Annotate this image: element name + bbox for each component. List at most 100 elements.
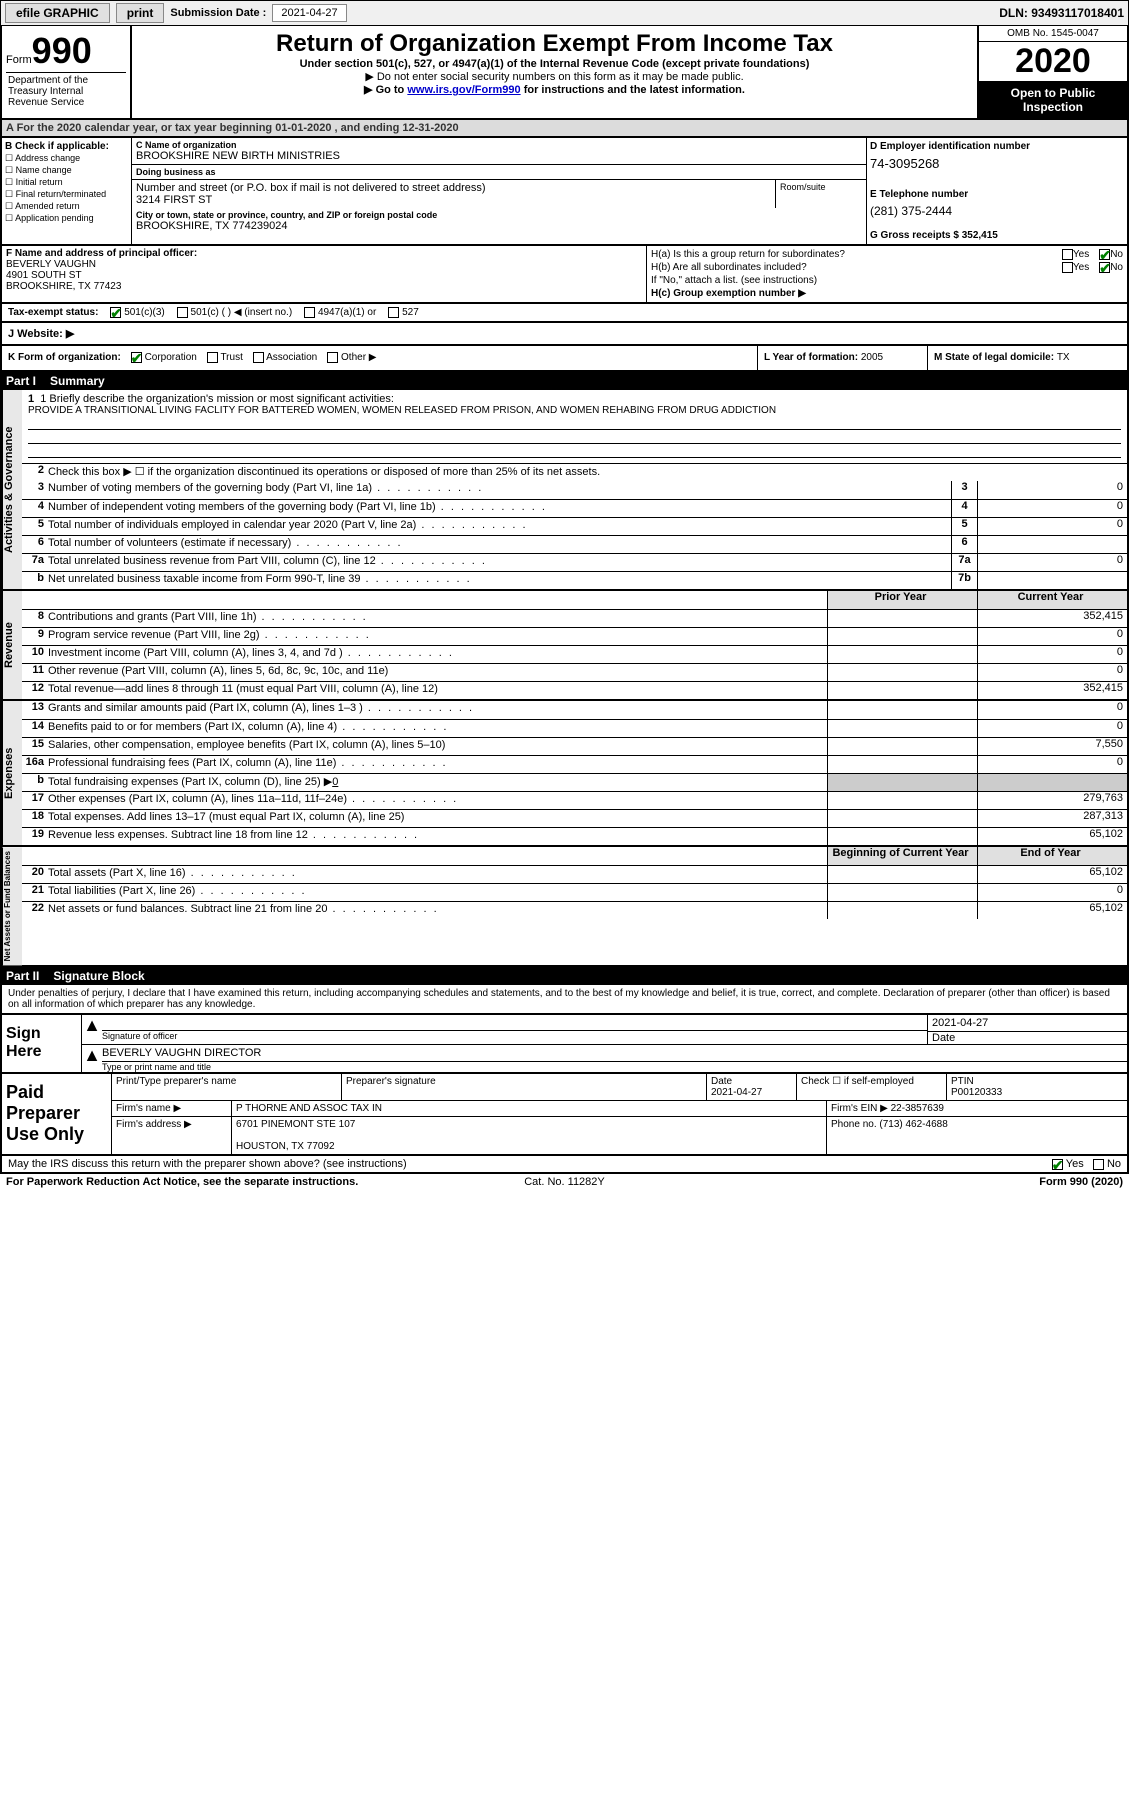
check-amended-return[interactable]: ☐ Amended return	[5, 201, 128, 212]
tax-exempt-status-row: Tax-exempt status: 501(c)(3) 501(c) ( ) …	[0, 304, 1129, 323]
check-address-change[interactable]: ☐ Address change	[5, 153, 128, 164]
preparer-block: Paid Preparer Use Only Print/Type prepar…	[0, 1074, 1129, 1156]
val-7a: 0	[977, 554, 1127, 571]
val-5: 0	[977, 518, 1127, 535]
period-row: A For the 2020 calendar year, or tax yea…	[0, 120, 1129, 138]
status-527[interactable]	[388, 307, 399, 318]
website-row: J Website: ▶	[0, 323, 1129, 346]
row-19: Revenue less expenses. Subtract line 18 …	[48, 828, 827, 845]
row-4: Number of independent voting members of …	[48, 500, 951, 517]
omb-number: OMB No. 1545-0047	[979, 26, 1127, 42]
firm-addr-label: Firm's address ▶	[112, 1117, 232, 1154]
firm-name: P THORNE AND ASSOC TAX IN	[232, 1101, 827, 1116]
val-c18: 287,313	[977, 810, 1127, 827]
ein-value: 74-3095268	[870, 156, 1124, 171]
val-c12: 352,415	[977, 682, 1127, 699]
submission-label: Submission Date :	[170, 7, 266, 19]
status-501c3[interactable]	[110, 307, 121, 318]
efile-button[interactable]: efile GRAPHIC	[5, 3, 110, 23]
firm-ein-label: Firm's EIN ▶	[831, 1103, 891, 1114]
row-10: Investment income (Part VIII, column (A)…	[48, 646, 827, 663]
city-label: City or town, state or province, country…	[136, 210, 862, 220]
officer-label: F Name and address of principal officer:	[6, 248, 197, 259]
k-form-row: K Form of organization: Corporation Trus…	[0, 346, 1129, 371]
firm-phone: (713) 462-4688	[879, 1119, 947, 1130]
section-f-h: F Name and address of principal officer:…	[0, 246, 1129, 304]
year-formation: L Year of formation: 2005	[757, 346, 927, 369]
ptin-value: P00120333	[951, 1087, 1002, 1098]
dept-treasury: Department of the Treasury Internal Reve…	[6, 72, 126, 110]
check-application-pending[interactable]: ☐ Application pending	[5, 213, 128, 224]
firm-addr1: 6701 PINEMONT STE 107	[236, 1119, 355, 1130]
row-7b: Net unrelated business taxable income fr…	[48, 572, 951, 589]
vtab-revenue: Revenue	[2, 591, 22, 699]
val-c16a: 0	[977, 756, 1127, 773]
kform-corp[interactable]	[131, 352, 142, 363]
val-6	[977, 536, 1127, 553]
val-c14: 0	[977, 720, 1127, 737]
row-22: Net assets or fund balances. Subtract li…	[48, 902, 827, 919]
suite-label: Room/suite	[776, 180, 866, 208]
kform-assoc[interactable]	[253, 352, 264, 363]
prep-self-employed: Check ☐ if self-employed	[797, 1074, 947, 1100]
ha-no[interactable]	[1099, 249, 1110, 260]
check-initial-return[interactable]: ☐ Initial return	[5, 177, 128, 188]
irs-link[interactable]: www.irs.gov/Form990	[407, 84, 520, 96]
val-c22: 65,102	[977, 902, 1127, 919]
row-21: Total liabilities (Part X, line 26)	[48, 884, 827, 901]
begin-year-header: Beginning of Current Year	[827, 847, 977, 865]
page-footer: For Paperwork Reduction Act Notice, see …	[0, 1174, 1129, 1190]
val-c9: 0	[977, 628, 1127, 645]
state-domicile: M State of legal domicile: TX	[927, 346, 1127, 369]
kform-other[interactable]	[327, 352, 338, 363]
sig-arrow-icon: ▲	[82, 1015, 102, 1044]
irs-yes[interactable]	[1052, 1159, 1063, 1170]
mission-label: 1 1 Briefly describe the organization's …	[28, 393, 1121, 405]
tax-year: 2020	[979, 42, 1127, 82]
firm-phone-label: Phone no.	[831, 1119, 879, 1130]
prep-name-header: Print/Type preparer's name	[112, 1074, 342, 1100]
status-501c[interactable]	[177, 307, 188, 318]
val-c13: 0	[977, 701, 1127, 719]
officer-name: BEVERLY VAUGHN	[6, 259, 96, 270]
status-4947[interactable]	[304, 307, 315, 318]
row-16b: Total fundraising expenses (Part IX, col…	[48, 774, 827, 791]
val-c10: 0	[977, 646, 1127, 663]
vtab-net-assets: Net Assets or Fund Balances	[2, 847, 22, 965]
check-final-return[interactable]: ☐ Final return/terminated	[5, 189, 128, 200]
val-c15: 7,550	[977, 738, 1127, 755]
cat-number: Cat. No. 11282Y	[378, 1176, 750, 1188]
tel-label: E Telephone number	[870, 189, 1124, 200]
ha-yes[interactable]	[1062, 249, 1073, 260]
form-version: Form 990 (2020)	[751, 1176, 1123, 1188]
val-c17: 279,763	[977, 792, 1127, 809]
hb-note: If "No," attach a list. (see instruction…	[651, 275, 1123, 286]
row-3: Number of voting members of the governin…	[48, 481, 951, 499]
org-name: BROOKSHIRE NEW BIRTH MINISTRIES	[136, 150, 862, 162]
row-16a: Professional fundraising fees (Part IX, …	[48, 756, 827, 773]
kform-trust[interactable]	[207, 352, 218, 363]
irs-no[interactable]	[1093, 1159, 1104, 1170]
prep-date-header: Date	[711, 1076, 732, 1087]
hc-label: H(c) Group exemption number ▶	[651, 288, 1123, 299]
check-name-change[interactable]: ☐ Name change	[5, 165, 128, 176]
submission-date: 2021-04-27	[272, 4, 346, 22]
ha-label: H(a) Is this a group return for subordin…	[651, 249, 1062, 260]
val-c21: 0	[977, 884, 1127, 901]
officer-addr1: 4901 SOUTH ST	[6, 270, 82, 281]
print-button[interactable]: print	[116, 3, 165, 23]
part-1-header: Part I Summary	[0, 372, 1129, 390]
val-c19: 65,102	[977, 828, 1127, 845]
hb-yes[interactable]	[1062, 262, 1073, 273]
tel-value: (281) 375-2444	[870, 204, 1124, 218]
hb-no[interactable]	[1099, 262, 1110, 273]
prep-sig-header: Preparer's signature	[342, 1074, 707, 1100]
summary-box: Activities & Governance 1 1 Briefly desc…	[0, 390, 1129, 967]
sig-date: 2021-04-27	[928, 1015, 1127, 1031]
row-7a: Total unrelated business revenue from Pa…	[48, 554, 951, 571]
val-4: 0	[977, 500, 1127, 517]
row-6: Total number of volunteers (estimate if …	[48, 536, 951, 553]
sign-here-label: Sign Here	[2, 1015, 82, 1072]
open-public: Open to Public Inspection	[979, 82, 1127, 118]
prior-year-header: Prior Year	[827, 591, 977, 609]
